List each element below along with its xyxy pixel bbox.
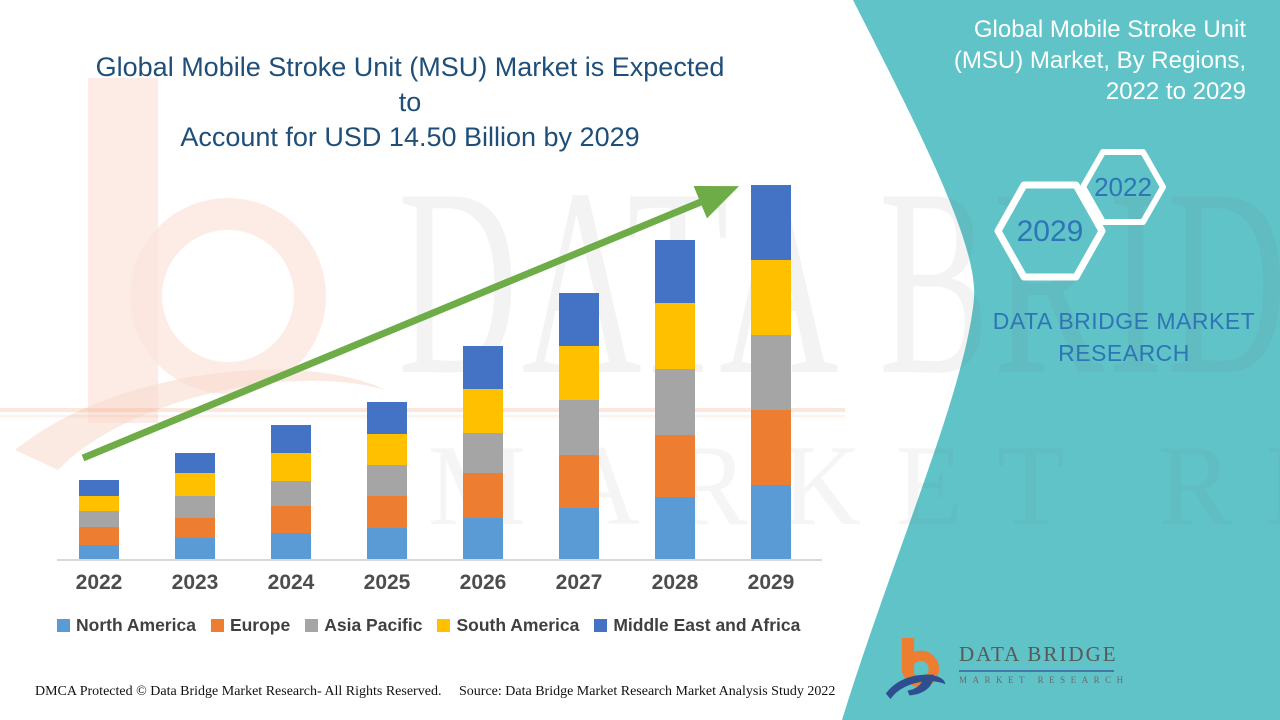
- chart-title-line1: Global Mobile Stroke Unit (MSU) Market i…: [95, 52, 725, 117]
- bar-segment-asia-pacific-2027: [559, 400, 599, 455]
- hexagon-2029-label: 2029: [1017, 215, 1084, 248]
- bar-segment-south-america-2024: [271, 453, 311, 481]
- legend-label-asia-pacific: Asia Pacific: [324, 615, 423, 635]
- data-bridge-logo-icon: [885, 637, 946, 700]
- bar-segment-asia-pacific-2022: [79, 511, 119, 527]
- legend-item-asia-pacific: Asia Pacific: [305, 615, 422, 636]
- bar-segment-europe-2022: [79, 527, 119, 545]
- bar-segment-south-america-2023: [175, 473, 215, 496]
- bar-segment-asia-pacific-2026: [463, 433, 503, 473]
- bar-segment-asia-pacific-2028: [655, 369, 695, 435]
- legend-item-north-america: North America: [57, 615, 196, 636]
- hexagon-2022-label: 2022: [1094, 172, 1152, 202]
- legend-label-north-america: North America: [76, 615, 196, 635]
- bar-2027: [559, 293, 599, 560]
- bar-segment-north-america-2028: [655, 497, 695, 560]
- x-axis-label-2029: 2029: [747, 571, 795, 594]
- bar-segment-middle-east-and-africa-2027: [559, 293, 599, 346]
- bar-segment-middle-east-and-africa-2023: [175, 453, 215, 473]
- bar-2029: [751, 185, 791, 560]
- bar-segment-north-america-2026: [463, 518, 503, 560]
- bar-segment-europe-2028: [655, 435, 695, 497]
- bar-segment-south-america-2027: [559, 346, 599, 400]
- legend-label-south-america: South America: [456, 615, 580, 635]
- bar-segment-middle-east-and-africa-2025: [367, 402, 407, 434]
- legend-swatch-south-america: [437, 619, 451, 632]
- footer-source-text: Source: Data Bridge Market Research Mark…: [459, 684, 836, 699]
- x-axis-label-2026: 2026: [459, 571, 507, 594]
- bar-segment-asia-pacific-2024: [271, 481, 311, 506]
- data-bridge-logo: DATA BRIDGE MARKET RESEARCH: [883, 635, 1129, 703]
- bar-segment-middle-east-and-africa-2028: [655, 240, 695, 303]
- bar-segment-asia-pacific-2023: [175, 496, 215, 518]
- bar-segment-north-america-2023: [175, 538, 215, 560]
- hexagon-badges: 2022 2029: [994, 149, 1166, 281]
- bar-segment-north-america-2025: [367, 528, 407, 560]
- bar-2023: [175, 453, 215, 560]
- legend-swatch-europe: [210, 619, 224, 632]
- x-axis-label-2027: 2027: [555, 571, 603, 594]
- bar-segment-south-america-2028: [655, 303, 695, 369]
- chart-title: Global Mobile Stroke Unit (MSU) Market i…: [85, 50, 735, 155]
- bar-segment-north-america-2029: [751, 485, 791, 560]
- legend-item-south-america: South America: [437, 615, 579, 636]
- footer-dmca-text: DMCA Protected © Data Bridge Market Rese…: [35, 684, 442, 699]
- bar-segment-europe-2025: [367, 496, 407, 528]
- bar-segment-middle-east-and-africa-2022: [79, 480, 119, 496]
- legend-swatch-middle-east-and-africa: [594, 619, 608, 632]
- bar-segment-europe-2027: [559, 455, 599, 508]
- bar-2022: [79, 480, 119, 560]
- bar-2026: [463, 346, 503, 560]
- x-axis-label-2025: 2025: [363, 571, 411, 594]
- bar-segment-europe-2026: [463, 473, 503, 518]
- bar-segment-middle-east-and-africa-2029: [751, 185, 791, 260]
- bar-2028: [655, 240, 695, 560]
- x-axis-label-2022: 2022: [75, 571, 123, 594]
- x-axis-label-2024: 2024: [267, 571, 315, 594]
- bar-segment-south-america-2026: [463, 389, 503, 433]
- legend-item-europe: Europe: [210, 615, 291, 636]
- legend-swatch-asia-pacific: [305, 619, 319, 632]
- legend-label-middle-east-and-africa: Middle East and Africa: [613, 615, 801, 635]
- bar-segment-north-america-2024: [271, 533, 311, 560]
- logo-subbrand-text: MARKET RESEARCH: [959, 675, 1129, 685]
- x-axis-line: [57, 559, 822, 561]
- bar-segment-asia-pacific-2029: [751, 335, 791, 410]
- side-panel-title: Global Mobile Stroke Unit (MSU) Market, …: [953, 16, 1246, 105]
- bar-segment-europe-2023: [175, 518, 215, 538]
- logo-brand-text: DATA BRIDGE: [959, 642, 1118, 666]
- bar-segment-north-america-2027: [559, 508, 599, 560]
- legend-swatch-north-america: [57, 619, 70, 632]
- bar-segment-middle-east-and-africa-2026: [463, 346, 503, 389]
- bar-2024: [271, 425, 311, 560]
- logo-divider: [959, 670, 1114, 672]
- bar-segment-north-america-2022: [79, 545, 119, 560]
- x-axis-label-2028: 2028: [651, 571, 699, 594]
- bar-segment-europe-2029: [751, 410, 791, 485]
- legend-label-europe: Europe: [229, 615, 291, 635]
- legend-item-middle-east-and-africa: Middle East and Africa: [594, 615, 800, 636]
- chart-title-line2: Account for USD 14.50 Billion by 2029: [180, 122, 640, 152]
- chart-legend: North America Europe Asia Pacific South Ame…: [57, 615, 800, 636]
- bar-segment-south-america-2025: [367, 434, 407, 465]
- bar-segment-europe-2024: [271, 506, 311, 533]
- logo-text-block: DATA BRIDGE MARKET RESEARCH: [959, 642, 1129, 703]
- bar-segment-asia-pacific-2025: [367, 465, 407, 496]
- x-axis-label-2023: 2023: [171, 571, 219, 594]
- side-panel-brand-text: DATA BRIDGE MARKET RESEARCH: [992, 308, 1256, 366]
- bar-segment-south-america-2022: [79, 496, 119, 511]
- bar-2025: [367, 402, 407, 560]
- bar-segment-south-america-2029: [751, 260, 791, 335]
- bar-segment-middle-east-and-africa-2024: [271, 425, 311, 453]
